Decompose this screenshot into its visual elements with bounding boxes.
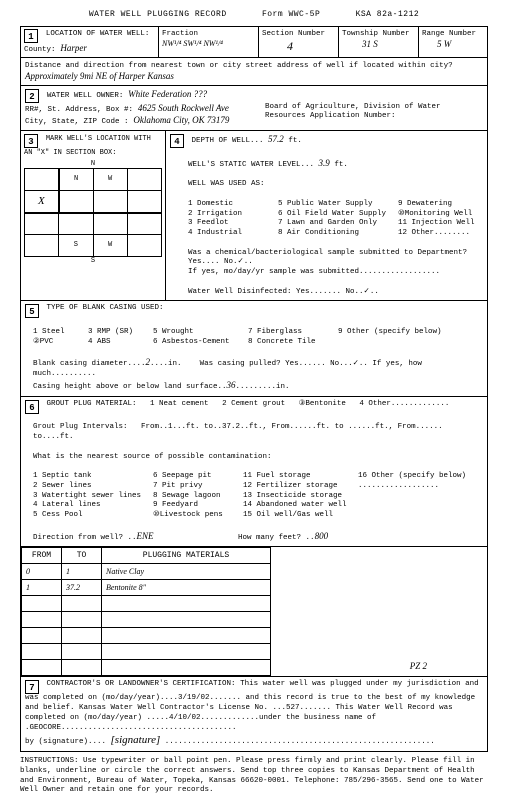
sec-val: 4 (287, 39, 293, 53)
s6-title: GROUT PLUG MATERIAL: (47, 400, 137, 408)
city-label: City, State, ZIP Code : (25, 118, 129, 126)
s7-title: CONTRACTOR'S OR LANDOWNER'S CERTIFICATIO… (47, 680, 236, 688)
county-val: Harper (60, 43, 87, 53)
frac-val: NW¹/⁴ SW¹/⁴ NW¹/⁴ (162, 39, 223, 48)
chem-label: Was a chemical/bacteriological sample su… (188, 249, 483, 269)
compass-s: S (24, 257, 162, 265)
depth-val: 57.2 (268, 134, 284, 144)
county-label: County: (24, 46, 56, 54)
s1-title: LOCATION OF WATER WELL: (46, 30, 150, 38)
board-label: Board of Agriculture, Division of Water … (265, 103, 483, 127)
static-label: WELL'S STATIC WATER LEVEL... (188, 161, 314, 169)
rng-val: 5 W (437, 39, 451, 49)
compass-n: N (24, 160, 162, 168)
signature: [signature] (111, 734, 161, 746)
instructions: INSTRUCTIONS: Use typewriter or ball poi… (20, 757, 488, 796)
section-5-num: 5 (25, 304, 39, 318)
plugging-table: FROMTOPLUGGING MATERIALS 01Native Clay 1… (21, 547, 271, 676)
s3-title: MARK WELL'S LOCATION WITH AN "X" IN SECT… (24, 135, 151, 157)
city-val: Oklahoma City, OK 73179 (133, 115, 229, 125)
feet-val: 800 (315, 531, 329, 541)
form-header: WATER WELL PLUGGING RECORD Form WWC-5P K… (20, 10, 488, 20)
s5-title: TYPE OF BLANK CASING USED: (47, 304, 164, 312)
twp-val: 31 S (362, 39, 378, 49)
height-val: 36 (227, 380, 236, 390)
twp-label: Township Number (342, 30, 410, 38)
s2-title: WATER WELL OWNER: (47, 92, 124, 100)
addr-val: 4625 South Rockwell Ave (138, 103, 229, 113)
section-2-num: 2 (25, 89, 39, 103)
src-label: What is the nearest source of possible c… (33, 453, 483, 463)
used-label: WELL WAS USED AS: (188, 180, 265, 188)
dis-label: Water Well Disinfected: Yes....... No..✓… (188, 288, 483, 298)
form-no: Form WWC-5P (262, 10, 320, 19)
rng-label: Range Number (422, 30, 476, 38)
ksa: KSA 82a-1212 (356, 10, 420, 19)
pz-note: PZ 2 (410, 661, 427, 672)
depth-label: DEPTH OF WELL... (192, 137, 264, 145)
section-1-num: 1 (24, 29, 38, 43)
addr-label: RR#, St. Address, Box #: (25, 106, 133, 114)
section-4-num: 4 (170, 134, 184, 148)
section-7-num: 7 (25, 680, 39, 694)
section-3-num: 3 (24, 134, 38, 148)
static-val: 3.9 (319, 158, 330, 168)
dist-val: Approximately 9mi NE of Harper Kansas (25, 71, 174, 81)
section-6-num: 6 (25, 400, 39, 414)
location-grid: NW X SW (24, 168, 162, 257)
dist-label: Distance and direction from nearest town… (25, 62, 453, 70)
dir-val: ENE (137, 531, 154, 541)
owner-val: White Federation ??? (128, 89, 207, 99)
title: WATER WELL PLUGGING RECORD (89, 10, 227, 19)
frac-label: Fraction (162, 30, 198, 38)
sec-label: Section Number (262, 30, 325, 38)
